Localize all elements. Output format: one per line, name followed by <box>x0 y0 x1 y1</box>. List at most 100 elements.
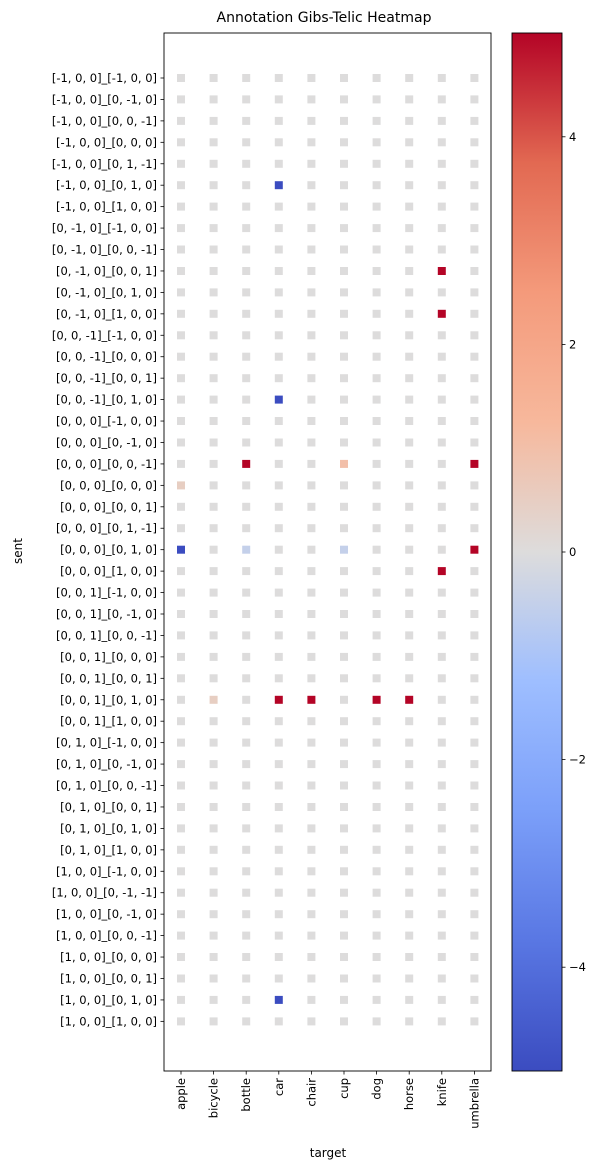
heatmap-cell <box>372 610 381 618</box>
heatmap-cell <box>307 888 316 897</box>
x-axis-label: target <box>310 1146 347 1160</box>
heatmap-cell <box>405 267 414 275</box>
x-tick-label: car <box>272 1078 286 1096</box>
heatmap-cell <box>372 74 381 82</box>
heatmap-cell <box>274 524 283 533</box>
y-tick-label: [0, 1, 0]_[0, -1, 0] <box>56 757 157 771</box>
y-tick-label: [-1, 0, 0]_[1, 0, 0] <box>56 200 157 214</box>
x-tick-label: umbrella <box>467 1078 481 1129</box>
heatmap-cell <box>274 374 283 383</box>
heatmap-cell <box>405 438 414 447</box>
heatmap-cell <box>372 159 381 168</box>
heatmap-cell <box>437 953 446 961</box>
heatmap-cell <box>437 524 446 533</box>
heatmap-cell <box>274 138 283 147</box>
heatmap-cell <box>372 116 381 125</box>
heatmap-cell <box>307 588 316 597</box>
y-tick-label: [1, 0, 0]_[1, 0, 0] <box>60 1014 157 1028</box>
y-tick-label: [0, 0, 0]_[0, 1, 0] <box>60 543 157 557</box>
y-tick-label: [-1, 0, 0]_[0, 0, 0] <box>56 135 157 149</box>
heatmap-cell <box>274 159 283 168</box>
heatmap-cell <box>470 953 479 961</box>
heatmap-cell <box>372 717 381 726</box>
heatmap-cell <box>437 481 446 490</box>
heatmap-cell <box>340 331 348 340</box>
heatmap-cell <box>307 267 316 275</box>
heatmap-cell <box>340 181 348 190</box>
heatmap-cell <box>307 245 316 254</box>
heatmap-cell <box>274 545 283 554</box>
heatmap-cell <box>437 631 446 640</box>
heatmap-cell <box>340 116 348 125</box>
x-tick-label: bicycle <box>207 1078 221 1118</box>
heatmap-cell <box>307 74 316 82</box>
heatmap-cell <box>372 953 381 961</box>
heatmap-cell <box>405 309 414 318</box>
heatmap-cell <box>340 803 348 811</box>
heatmap-cell <box>470 824 479 833</box>
heatmap-cell <box>437 567 446 576</box>
heatmap-cell <box>177 652 185 661</box>
heatmap-cell <box>340 781 348 790</box>
heatmap-cell <box>405 567 414 576</box>
heatmap-cell <box>307 845 316 854</box>
heatmap-cell <box>372 695 381 704</box>
colorbar-tick-label: 0 <box>569 545 576 559</box>
heatmap-cell <box>372 867 381 876</box>
heatmap-cell <box>340 888 348 897</box>
colorbar <box>511 32 563 1072</box>
heatmap-cell <box>209 74 218 82</box>
heatmap-cell <box>242 181 251 190</box>
heatmap-cell <box>177 974 185 983</box>
heatmap-cell <box>340 138 348 147</box>
y-tick-label: [0, -1, 0]_[1, 0, 0] <box>56 307 157 321</box>
heatmap-cell <box>470 567 479 576</box>
heatmap-cell <box>209 738 218 747</box>
heatmap-cell <box>340 717 348 726</box>
heatmap-cell <box>307 159 316 168</box>
heatmap-cell <box>405 352 414 361</box>
heatmap-cell <box>209 610 218 618</box>
heatmap-cell <box>307 438 316 447</box>
heatmap-cell <box>242 245 251 254</box>
heatmap-cell <box>405 738 414 747</box>
y-tick-label: [1, 0, 0]_[0, 0, -1] <box>56 929 157 943</box>
heatmap-cell <box>274 395 283 404</box>
heatmap-cell <box>437 159 446 168</box>
heatmap-cells <box>177 74 479 1026</box>
heatmap-cell <box>437 674 446 683</box>
heatmap-cell <box>470 717 479 726</box>
heatmap-cell <box>340 224 348 233</box>
heatmap-cell <box>405 181 414 190</box>
heatmap-cell <box>405 845 414 854</box>
heatmap-cell <box>177 910 185 919</box>
y-tick-label: [0, 0, 1]_[1, 0, 0] <box>60 714 157 728</box>
heatmap-cell <box>372 395 381 404</box>
heatmap-cell <box>470 459 479 468</box>
heatmap-cell <box>242 567 251 576</box>
x-tick-label: apple <box>174 1078 188 1110</box>
heatmap-cell <box>405 1017 414 1026</box>
heatmap-cell <box>177 953 185 961</box>
heatmap-cell <box>340 352 348 361</box>
heatmap-cell <box>242 974 251 983</box>
heatmap-cell <box>274 995 283 1004</box>
heatmap-cell <box>209 459 218 468</box>
heatmap-cell <box>372 845 381 854</box>
heatmap-cell <box>274 288 283 297</box>
heatmap-cell <box>242 202 251 211</box>
heatmap-cell <box>307 610 316 618</box>
heatmap-cell <box>470 652 479 661</box>
heatmap-cell <box>470 845 479 854</box>
heatmap-cell <box>340 1017 348 1026</box>
heatmap-cell <box>372 524 381 533</box>
heatmap-cell <box>177 524 185 533</box>
heatmap-cell <box>405 502 414 511</box>
heatmap-cell <box>405 652 414 661</box>
plot-frame <box>163 32 492 1072</box>
y-tick-label: [-1, 0, 0]_[0, 1, -1] <box>52 157 157 171</box>
chart-title: Annotation Gibs-Telic Heatmap <box>217 10 432 26</box>
heatmap-cell <box>209 267 218 275</box>
heatmap-cell <box>437 267 446 275</box>
heatmap-cell <box>340 74 348 82</box>
